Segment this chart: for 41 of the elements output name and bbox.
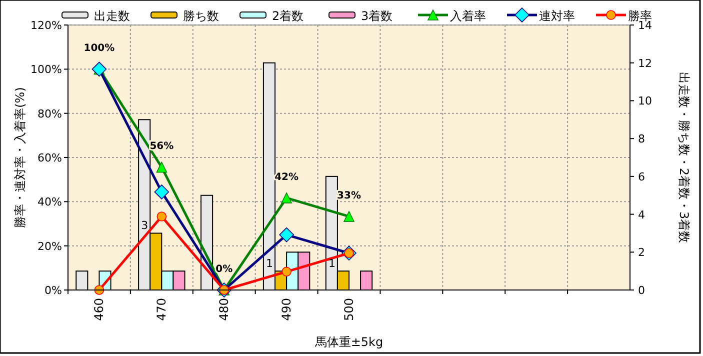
- y2-tick-label: 2: [638, 246, 645, 260]
- legend-label: 連対率: [539, 9, 575, 23]
- x-tick-label: 500: [342, 298, 356, 321]
- data-label: 3: [141, 219, 148, 232]
- data-label: 1: [328, 257, 336, 270]
- data-label: 100%: [84, 43, 115, 54]
- legend-label: 2着数: [272, 9, 304, 23]
- data-label: 0%: [216, 264, 233, 275]
- y2-tick-label: 4: [638, 208, 645, 222]
- point: [344, 211, 354, 222]
- y-tick-label: 20%: [38, 240, 62, 253]
- legend-label: 勝ち数: [183, 9, 219, 23]
- point: [282, 266, 292, 277]
- y2-tick-label: 10: [638, 94, 652, 108]
- legend-label: 出走数: [94, 9, 130, 23]
- y-tick-label: 60%: [38, 152, 62, 164]
- y-tick-label: 0%: [44, 284, 62, 297]
- y-tick-label: 80%: [38, 107, 62, 120]
- x-tick-label: 480: [217, 298, 232, 321]
- data-label: 56%: [150, 141, 174, 152]
- y2-axis-title: 出走数・勝ち数・2着数・3着数: [677, 72, 691, 244]
- point: [156, 162, 168, 173]
- y-tick-label: 120%: [30, 19, 62, 32]
- y-axis-title: 勝率・連対率・入着率(%): [13, 87, 27, 228]
- y2-tick-label: 6: [638, 170, 645, 184]
- legend-label: 入着率: [450, 9, 486, 23]
- point: [279, 227, 294, 242]
- x-tick-label: 460: [92, 298, 106, 321]
- y-tick-label: 100%: [30, 63, 62, 76]
- x-tick-label: 490: [280, 298, 294, 321]
- y2-tick-label: 0: [638, 284, 645, 297]
- y-tick-label: 40%: [38, 196, 62, 209]
- data-label: 1: [266, 257, 274, 270]
- point: [156, 212, 167, 222]
- y2-tick-label: 8: [638, 132, 645, 146]
- x-axis-title: 馬体重±5kg: [314, 335, 384, 349]
- x-tick-label: 470: [154, 298, 169, 321]
- point: [154, 184, 170, 200]
- y2-tick-label: 12: [638, 56, 652, 70]
- legend-label: 3着数: [361, 9, 393, 23]
- point: [281, 192, 292, 204]
